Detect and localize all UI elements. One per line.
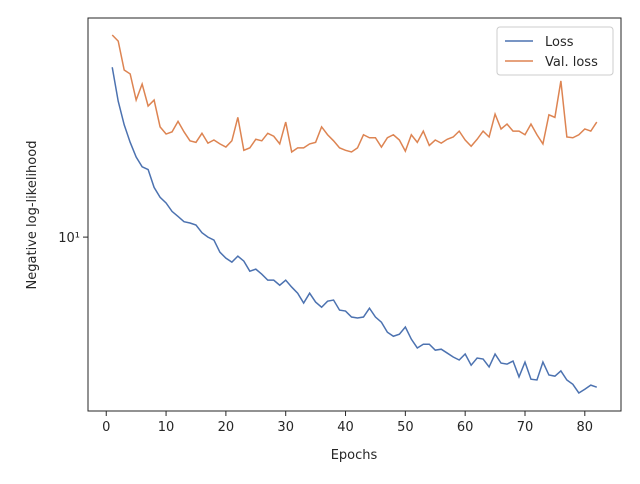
series-line [111, 34, 598, 154]
legend-box [496, 26, 614, 76]
x-tick-label: 10 [158, 420, 175, 435]
plot-frame [87, 17, 622, 412]
legend-label: Loss [545, 35, 574, 50]
x-tick-label: 30 [277, 420, 294, 435]
legend-label: Val. loss [545, 55, 598, 70]
series-line [111, 67, 598, 394]
x-tick-label: 60 [457, 420, 474, 435]
x-tick-label: 70 [517, 420, 534, 435]
y-axis-label: Negative log-likelihood [25, 141, 40, 290]
x-tick-label: 50 [397, 420, 414, 435]
y-tick-label: 10¹ [58, 231, 80, 246]
x-tick-label: 0 [102, 420, 110, 435]
x-tick-label: 80 [577, 420, 594, 435]
x-tick-label: 20 [218, 420, 235, 435]
x-tick-label: 40 [337, 420, 354, 435]
x-axis-label: Epochs [331, 448, 378, 463]
